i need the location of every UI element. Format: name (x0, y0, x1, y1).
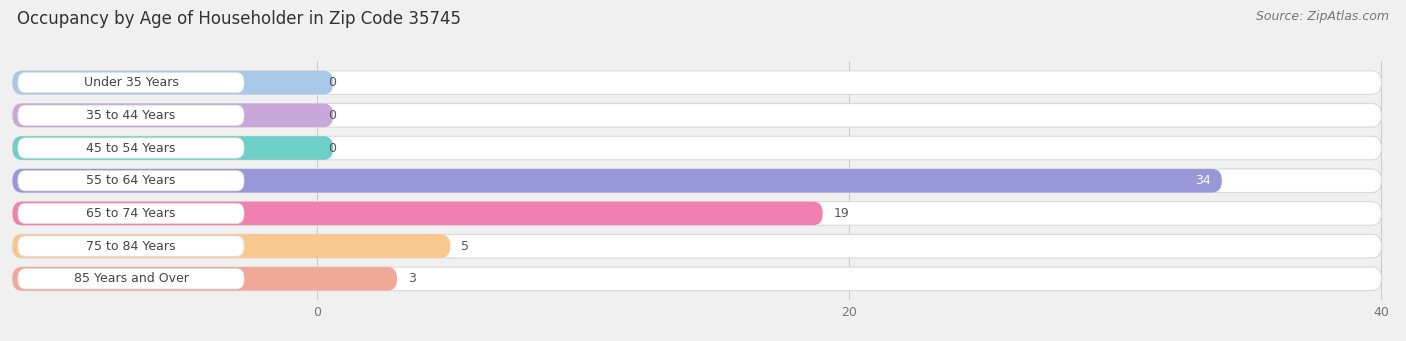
FancyBboxPatch shape (18, 236, 245, 256)
FancyBboxPatch shape (13, 71, 1382, 94)
FancyBboxPatch shape (13, 202, 1382, 225)
FancyBboxPatch shape (13, 71, 333, 94)
Text: 65 to 74 Years: 65 to 74 Years (86, 207, 176, 220)
Text: 19: 19 (834, 207, 849, 220)
FancyBboxPatch shape (13, 267, 1382, 291)
Text: 0: 0 (328, 76, 336, 89)
FancyBboxPatch shape (13, 104, 333, 127)
FancyBboxPatch shape (18, 269, 245, 289)
Text: 0: 0 (328, 109, 336, 122)
FancyBboxPatch shape (13, 104, 1382, 127)
FancyBboxPatch shape (13, 136, 333, 160)
Text: 75 to 84 Years: 75 to 84 Years (86, 240, 176, 253)
FancyBboxPatch shape (18, 73, 245, 93)
FancyBboxPatch shape (13, 136, 1382, 160)
Text: 0: 0 (328, 142, 336, 154)
FancyBboxPatch shape (13, 169, 1222, 193)
Text: 35 to 44 Years: 35 to 44 Years (86, 109, 176, 122)
FancyBboxPatch shape (13, 202, 823, 225)
Text: Under 35 Years: Under 35 Years (83, 76, 179, 89)
Text: Occupancy by Age of Householder in Zip Code 35745: Occupancy by Age of Householder in Zip C… (17, 10, 461, 28)
FancyBboxPatch shape (13, 169, 1382, 193)
FancyBboxPatch shape (13, 267, 396, 291)
FancyBboxPatch shape (13, 234, 450, 258)
Text: 85 Years and Over: 85 Years and Over (73, 272, 188, 285)
FancyBboxPatch shape (18, 170, 245, 191)
Text: 3: 3 (408, 272, 416, 285)
Text: 55 to 64 Years: 55 to 64 Years (86, 174, 176, 187)
FancyBboxPatch shape (18, 105, 245, 125)
FancyBboxPatch shape (13, 234, 1382, 258)
FancyBboxPatch shape (18, 203, 245, 224)
Text: 5: 5 (461, 240, 468, 253)
Text: 34: 34 (1195, 174, 1211, 187)
Text: 45 to 54 Years: 45 to 54 Years (86, 142, 176, 154)
Text: Source: ZipAtlas.com: Source: ZipAtlas.com (1256, 10, 1389, 23)
FancyBboxPatch shape (18, 138, 245, 158)
